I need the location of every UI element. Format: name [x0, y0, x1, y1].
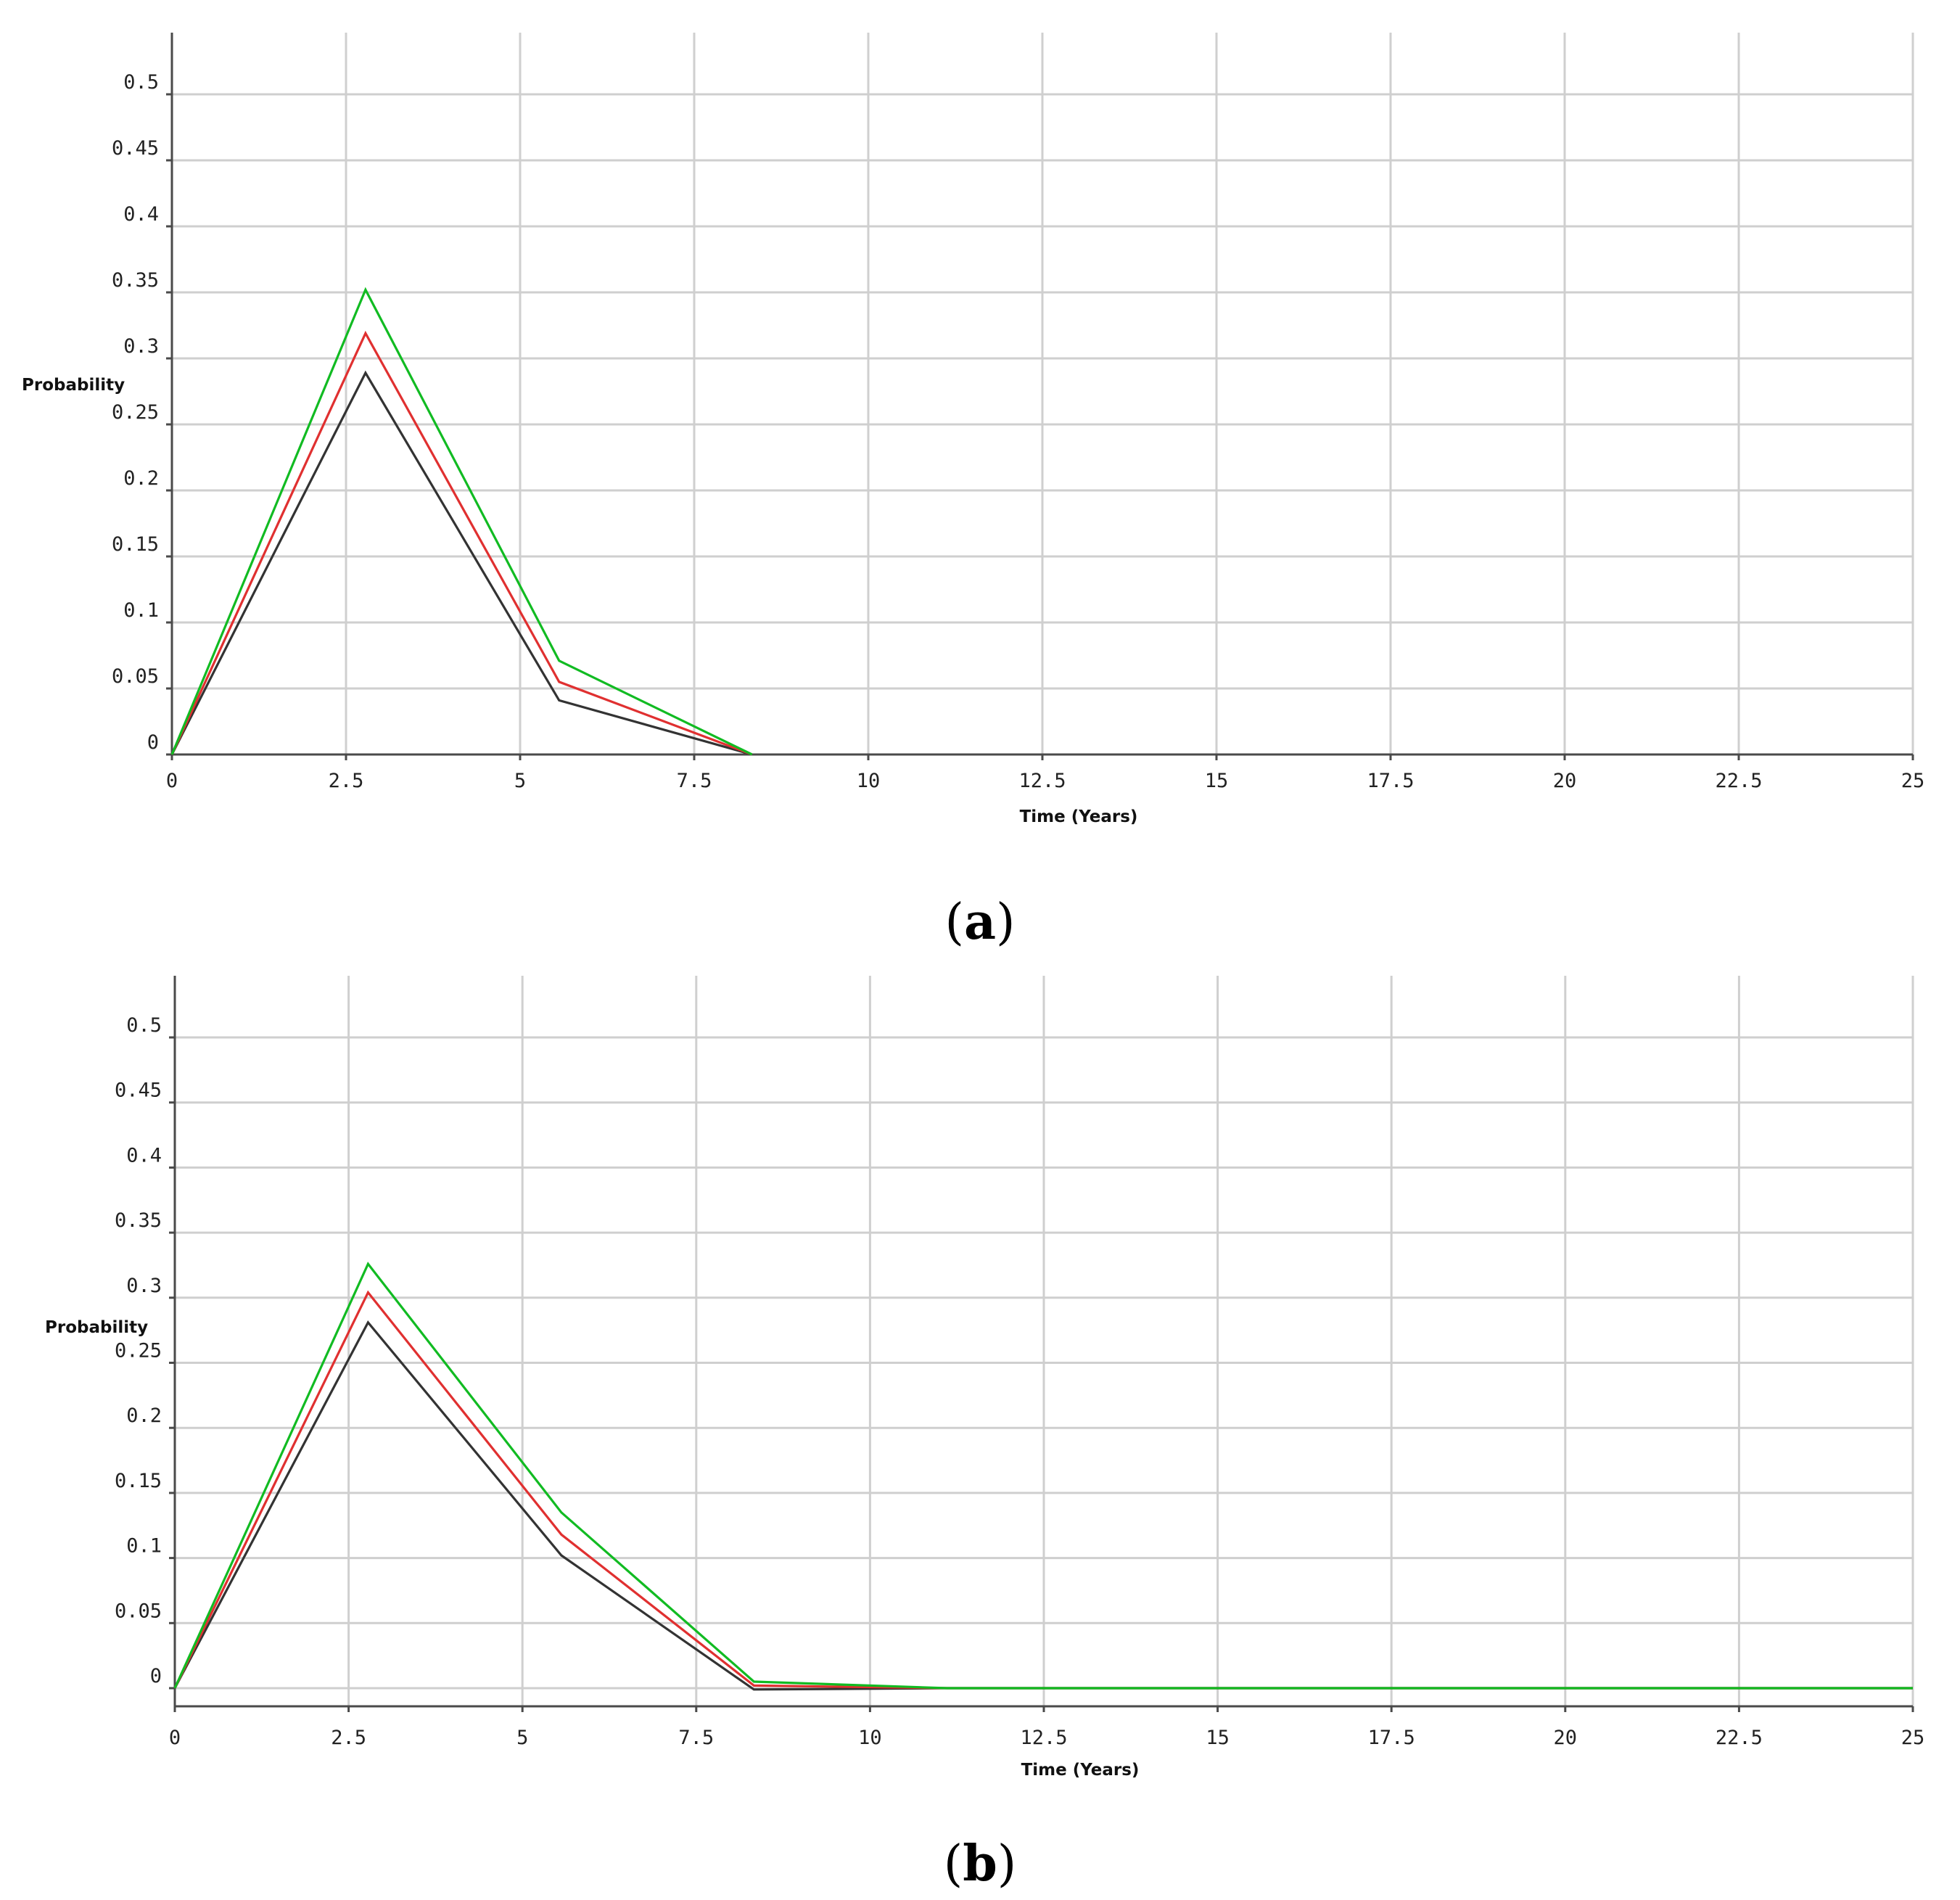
- y-axis-title: Probability: [45, 1318, 148, 1337]
- y-tick-label: 0.1: [123, 599, 159, 622]
- y-tick-label: 0.45: [115, 1079, 162, 1102]
- x-tick-label: 7.5: [678, 1727, 714, 1749]
- x-tick-label: 12.5: [1018, 770, 1066, 792]
- x-tick-label: 25: [1901, 770, 1925, 792]
- y-tick-label: 0: [147, 731, 159, 754]
- y-tick-label: 0.2: [123, 467, 159, 490]
- series-line-2: [170, 330, 753, 756]
- chart-panel-b: 0 0.05 0.1 0.15 0.2 0.25 0.3 0.35 0.4 0.45 0.5 0 2.5…: [45, 976, 1924, 1780]
- x-tick-label: 2.5: [329, 770, 364, 792]
- x-tick-label: 10: [858, 1727, 882, 1749]
- chart-panel-a: 0 0.05 0.1 0.15 0.2 0.25 0.3 0.35 0.4 0.45 0.5 0 2.5…: [22, 33, 1924, 826]
- series-line-3: [173, 1262, 1913, 1690]
- y-tick-label: 0.15: [115, 1470, 162, 1492]
- series-line-3: [170, 287, 753, 756]
- x-axis-title: Time (Years): [1020, 807, 1138, 826]
- x-tick-label: 17.5: [1368, 1727, 1415, 1749]
- x-tick-label: 2.5: [331, 1727, 366, 1749]
- panel-caption-b: (b): [944, 1835, 1017, 1893]
- y-tick-label: 0.5: [126, 1014, 162, 1037]
- x-axis-title: Time (Years): [1021, 1761, 1140, 1780]
- y-tick-label: 0.25: [112, 401, 159, 424]
- panel-caption-a: (a): [944, 893, 1015, 951]
- x-tick-label: 22.5: [1716, 1727, 1763, 1749]
- x-tick-label: 20: [1553, 770, 1577, 792]
- y-tick-label: 0.4: [126, 1144, 162, 1167]
- x-tick-label: 0: [169, 1727, 181, 1749]
- x-tick-label: 15: [1205, 770, 1229, 792]
- x-tick-label: 7.5: [677, 770, 712, 792]
- y-tick-label: 0.05: [115, 1600, 162, 1622]
- x-tick-label: 20: [1554, 1727, 1578, 1749]
- y-tick-label: 0.35: [112, 269, 159, 292]
- x-tick-label: 15: [1206, 1727, 1230, 1749]
- x-tick-label: 25: [1901, 1727, 1925, 1749]
- y-tick-label: 0.45: [112, 137, 159, 160]
- y-tick-label: 0.3: [123, 335, 159, 358]
- y-tick-label: 0: [150, 1665, 162, 1687]
- y-axis-title: Probability: [22, 376, 125, 395]
- x-tick-label: 17.5: [1367, 770, 1414, 792]
- x-tick-label: 0: [166, 770, 178, 792]
- x-tick-label: 5: [516, 1727, 528, 1749]
- y-tick-label: 0.35: [115, 1209, 162, 1232]
- x-tick-label: 5: [514, 770, 526, 792]
- y-tick-label: 0.25: [115, 1340, 162, 1362]
- y-tick-label: 0.1: [126, 1535, 162, 1558]
- x-tick-label: 10: [857, 770, 881, 792]
- series-line-1: [170, 370, 753, 756]
- y-tick-label: 0.2: [126, 1405, 162, 1427]
- y-tick-label: 0.3: [126, 1275, 162, 1297]
- y-tick-label: 0.5: [123, 71, 159, 94]
- y-tick-label: 0.15: [112, 533, 159, 556]
- x-tick-label: 22.5: [1715, 770, 1762, 792]
- y-tick-label: 0.05: [112, 665, 159, 688]
- y-tick-label: 0.4: [123, 203, 159, 226]
- x-tick-label: 12.5: [1020, 1727, 1067, 1749]
